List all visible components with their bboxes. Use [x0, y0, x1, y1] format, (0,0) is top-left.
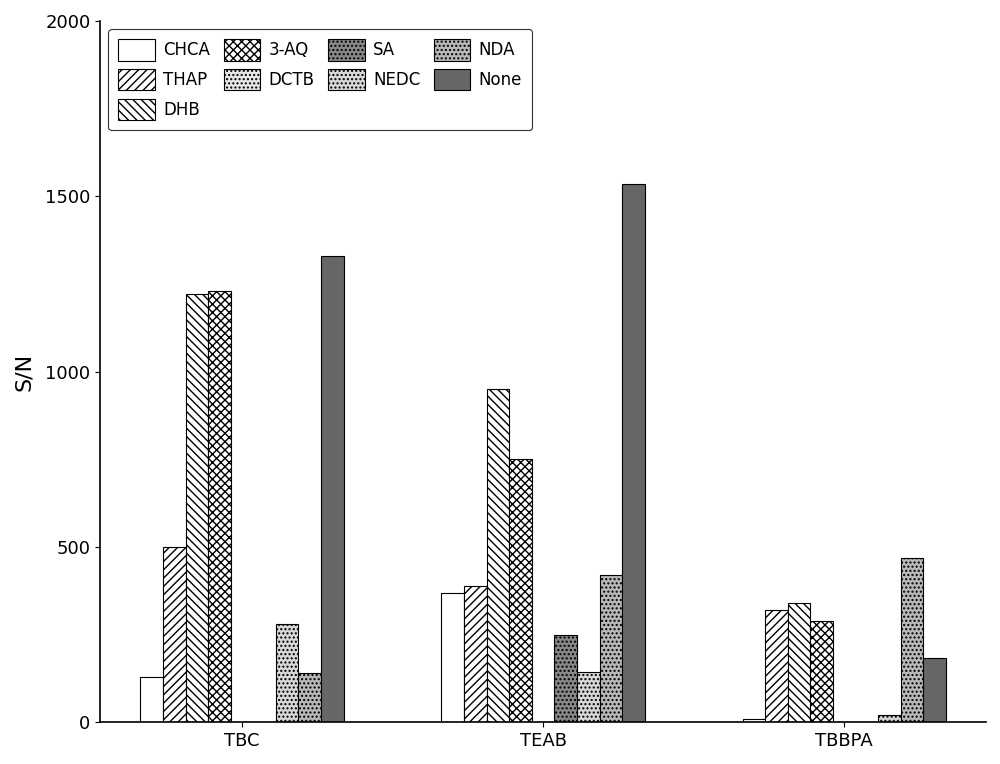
Bar [577, 672, 600, 723]
Bar [441, 593, 464, 723]
Bar [140, 677, 163, 723]
Bar [276, 624, 298, 723]
Bar [765, 610, 788, 723]
Bar [901, 558, 923, 723]
Bar [743, 719, 765, 723]
Y-axis label: S/N: S/N [14, 352, 34, 390]
Bar [923, 658, 946, 723]
Bar [464, 585, 487, 723]
Bar [186, 294, 208, 723]
Bar [600, 575, 622, 723]
Bar [878, 715, 901, 723]
Bar [321, 256, 344, 723]
Bar [298, 673, 321, 723]
Bar [487, 389, 509, 723]
Bar [788, 603, 810, 723]
Bar [163, 547, 186, 723]
Bar [622, 184, 645, 723]
Bar [509, 459, 532, 723]
Legend: CHCA, THAP, DHB, 3-AQ, DCTB, SA, NEDC, NDA, None: CHCA, THAP, DHB, 3-AQ, DCTB, SA, NEDC, N… [108, 29, 532, 130]
Bar [554, 635, 577, 723]
Bar [810, 620, 833, 723]
Bar [208, 291, 231, 723]
